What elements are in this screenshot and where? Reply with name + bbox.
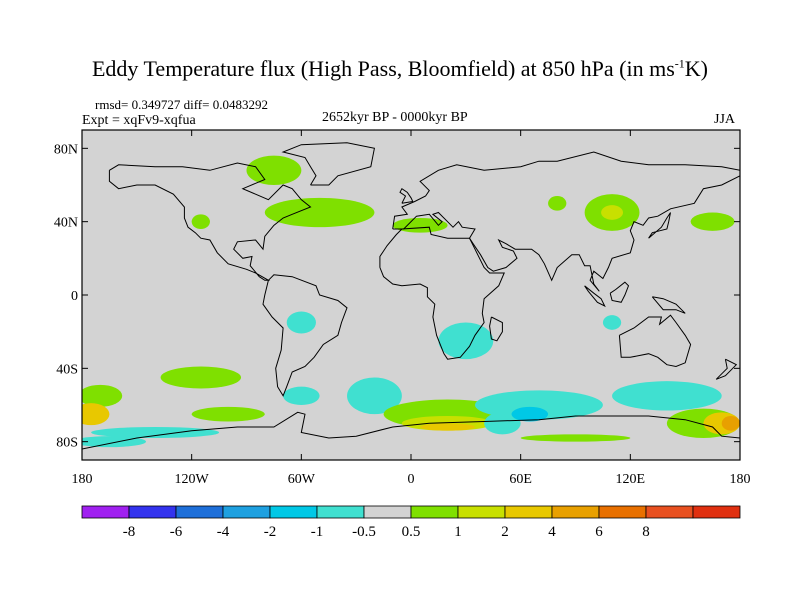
colorbar-label: -6 — [170, 524, 183, 540]
anomaly-patch — [602, 315, 622, 330]
anomaly-patch — [601, 205, 624, 220]
colorbar-swatch — [598, 505, 647, 519]
colorbar-swatch — [81, 505, 130, 519]
season-label: JJA — [714, 112, 736, 127]
coastline — [262, 274, 348, 397]
colorbar-swatch — [269, 505, 318, 519]
x-tick-label: 180 — [730, 472, 751, 487]
colorbar-swatch — [128, 505, 177, 519]
anomaly-patch — [82, 384, 123, 407]
coastline — [715, 358, 738, 380]
title-superscript: -1 — [674, 56, 685, 71]
coastline — [281, 142, 375, 186]
coastline — [489, 316, 503, 342]
anomaly-patch — [191, 214, 210, 230]
anomaly-patch — [264, 197, 375, 228]
colorbar-swatch — [551, 505, 600, 519]
anomaly-patch — [511, 406, 549, 422]
coastline — [651, 296, 686, 314]
coastline — [108, 162, 312, 281]
colorbar-label: 4 — [548, 524, 556, 540]
colorbar-label: -8 — [123, 524, 136, 540]
x-tick-label: 60E — [509, 472, 532, 487]
colorbar-swatch — [410, 505, 459, 519]
y-tick-label: 40N — [54, 216, 78, 231]
colorbar-label: 2 — [501, 524, 509, 540]
anomaly-layer — [82, 155, 740, 448]
colorbar-label: 8 — [642, 524, 650, 540]
anomaly-patch — [612, 381, 722, 411]
x-tick-label: 120W — [175, 472, 210, 487]
anomaly-patch — [160, 366, 242, 389]
anomaly-patch — [548, 196, 567, 211]
period-label: 2652kyr BP - 0000kyr BP — [322, 110, 468, 125]
colorbar-label: 6 — [595, 524, 603, 540]
colorbar-swatch — [175, 505, 224, 519]
coastline — [609, 281, 630, 303]
anomaly-patch — [474, 390, 603, 420]
colorbar-swatch — [645, 505, 694, 519]
anomaly-patch — [420, 423, 475, 431]
experiment-label: Expt = xqFv9-xqfua — [82, 113, 196, 128]
colorbar-swatch — [457, 505, 506, 519]
coastline-layer — [82, 142, 740, 450]
y-tick-label: 0 — [71, 289, 78, 304]
colorbar-swatch — [692, 505, 741, 519]
coastline — [82, 411, 740, 450]
anomaly-patch — [191, 406, 265, 422]
anomaly-patch — [283, 386, 320, 406]
x-tick-label: 120E — [616, 472, 646, 487]
colorbar-swatch — [222, 505, 271, 519]
anomaly-patch — [91, 427, 220, 438]
colorbar-label: -2 — [264, 524, 277, 540]
coastline — [379, 226, 505, 360]
colorbar-label: -0.5 — [352, 524, 376, 540]
coastline — [618, 314, 692, 368]
colorbar-label: -4 — [217, 524, 230, 540]
colorbar-label: -1 — [311, 524, 324, 540]
colorbar-swatch — [363, 505, 412, 519]
colorbar-label: 1 — [454, 524, 462, 540]
y-tick-label: 80S — [56, 436, 78, 451]
anomaly-patch — [438, 322, 494, 360]
stats-label: rmsd= 0.349727 diff= 0.0483292 — [95, 97, 268, 112]
coastline — [584, 285, 606, 308]
colorbar-swatch — [316, 505, 365, 519]
anomaly-patch — [721, 416, 740, 431]
colorbar-swatch — [504, 505, 553, 519]
anomaly-patch — [690, 212, 735, 231]
x-tick-label: 180 — [72, 472, 93, 487]
anomaly-patch — [246, 155, 302, 185]
anomaly-patch — [286, 311, 316, 334]
y-tick-label: 40S — [56, 362, 78, 377]
x-tick-label: 60W — [288, 472, 316, 487]
coastline — [399, 187, 414, 204]
x-tick-label: 0 — [408, 472, 415, 487]
map-title: Eddy Temperature flux (High Pass, Bloomf… — [0, 56, 800, 82]
coastline — [392, 151, 740, 292]
title-text: Eddy Temperature flux (High Pass, Bloomf… — [91, 56, 675, 81]
colorbar-label: 0.5 — [402, 524, 421, 540]
anomaly-patch — [520, 434, 631, 442]
anomaly-patch — [82, 403, 110, 426]
coastline — [648, 212, 671, 239]
anomaly-patch — [347, 377, 402, 415]
y-tick-label: 80N — [54, 142, 78, 157]
title-end: K) — [684, 56, 708, 81]
